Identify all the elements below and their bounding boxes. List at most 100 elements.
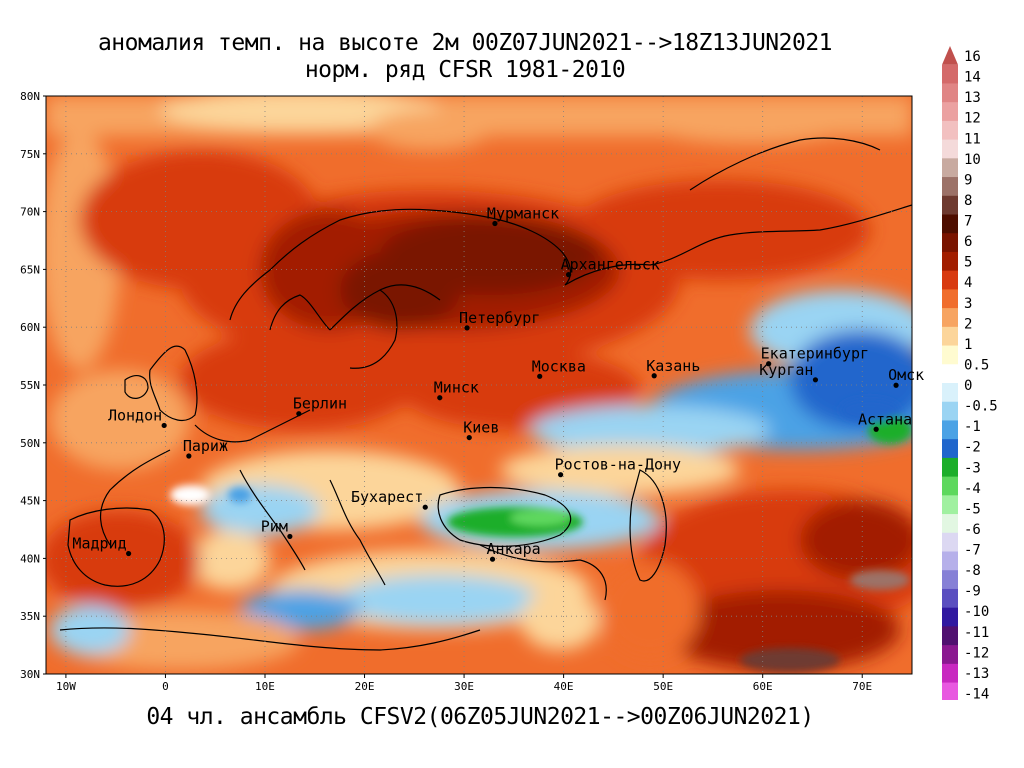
colorbar-swatch — [942, 514, 958, 534]
lat-tick-label: 65N — [20, 263, 40, 276]
city-label: Париж — [183, 437, 228, 455]
city-label: Киев — [463, 419, 499, 437]
lon-tick-label: 40E — [554, 680, 574, 693]
colorbar-swatch — [942, 270, 958, 290]
lat-tick-label: 50N — [20, 437, 40, 450]
colorbar-label: 7 — [964, 214, 972, 230]
anomaly-map: 80N 75N 70N 65N 60N 55N 50N 45N 40N 35N 30N 10W 0 10E… — [20, 46, 998, 700]
colorbar-label: 14 — [964, 70, 981, 86]
colorbar-label: 4 — [964, 275, 972, 291]
colorbar-label: -11 — [964, 625, 989, 641]
lon-tick-label: 60E — [753, 680, 773, 693]
colorbar-label: 12 — [964, 111, 981, 127]
colorbar-swatch — [942, 645, 958, 665]
colorbar-swatch — [942, 532, 958, 552]
city-dot — [873, 426, 879, 432]
city-label: Петербург — [459, 309, 540, 327]
colorbar-swatch — [942, 289, 958, 309]
colorbar-label: 1 — [964, 337, 972, 353]
city-label: Анкара — [487, 540, 541, 558]
colorbar-swatch — [942, 308, 958, 328]
city-dot — [558, 472, 564, 478]
colorbar-swatch — [942, 495, 958, 515]
lat-tick-label: 45N — [20, 495, 40, 508]
colorbar-label: 16 — [964, 49, 981, 65]
colorbar-swatch — [942, 401, 958, 421]
colorbar-label: -8 — [964, 563, 981, 579]
city-dot — [766, 361, 772, 367]
lat-tick-label: 55N — [20, 379, 40, 392]
city-label: Москва — [532, 357, 586, 375]
city-dot — [893, 382, 899, 388]
city-label: Казань — [646, 357, 700, 375]
city-label: Архангельск — [561, 256, 660, 274]
colorbar-swatch — [942, 177, 958, 197]
colorbar-label: -1 — [964, 419, 981, 435]
colorbar-label: 13 — [964, 90, 981, 106]
colorbar-swatch — [942, 83, 958, 103]
city-label: Лондон — [108, 406, 162, 424]
colorbar-label: -10 — [964, 604, 989, 620]
lat-tick-label: 35N — [20, 610, 40, 623]
lon-tick-label: 10W — [56, 680, 76, 693]
lat-tick-label: 75N — [20, 148, 40, 161]
city-label: Омск — [888, 366, 924, 384]
colorbar-label: -5 — [964, 501, 981, 517]
colorbar-label: 3 — [964, 296, 972, 312]
ensemble-caption: 04 чл. ансамбль CFSV2(06Z05JUN2021-->00Z… — [146, 704, 814, 730]
colorbar-label: -2 — [964, 440, 981, 456]
colorbar-swatch — [942, 663, 958, 684]
colorbar-swatch — [942, 383, 958, 403]
colorbar-label: -12 — [964, 645, 989, 661]
city-label: Минск — [434, 379, 479, 397]
map-title-line1: аномалия темп. на высоте 2м 00Z07JUN2021… — [97, 30, 833, 56]
colorbar: 16 14 13 12 11 10 9 8 7 6 5 4 3 2 1 0.5 0 -0.5 -1 -2 -3 -4 -5 -… — [942, 46, 998, 700]
lon-tick-label: 20E — [355, 680, 375, 693]
lon-tick-label: 70E — [852, 680, 872, 693]
colorbar-swatch — [942, 457, 958, 478]
colorbar-label: 0 — [964, 378, 972, 394]
city-dot — [651, 373, 657, 379]
colorbar-swatch — [942, 139, 958, 159]
city-dot — [437, 395, 443, 401]
colorbar-swatch — [942, 158, 958, 178]
city-label: Берлин — [293, 395, 347, 413]
city-label: Ростов-на-Дону — [555, 456, 681, 474]
colorbar-swatch — [942, 439, 958, 459]
city-dot — [186, 453, 192, 459]
colorbar-label: 0.5 — [964, 357, 989, 373]
colorbar-swatch — [942, 588, 958, 609]
colorbar-label: -13 — [964, 666, 989, 682]
colorbar-swatch — [942, 233, 958, 253]
colorbar-label: 5 — [964, 255, 972, 271]
colorbar-label: -9 — [964, 584, 981, 600]
colorbar-label: 2 — [964, 316, 972, 332]
city-dot — [161, 422, 167, 429]
city-label: Астана — [858, 410, 912, 428]
colorbar-swatch — [942, 195, 958, 215]
colorbar-label: -14 — [964, 686, 989, 700]
colorbar-label: -0.5 — [964, 399, 998, 415]
city-label: Курган — [759, 361, 813, 379]
city-label: Мурманск — [487, 205, 559, 223]
colorbar-swatch — [942, 682, 958, 700]
lon-tick-label: 30E — [454, 680, 474, 693]
colorbar-swatch — [942, 420, 958, 440]
city-markers: Мурманск Архангельск Петербург Москва Казань… — [72, 205, 924, 562]
city-label: Мадрид — [72, 535, 126, 553]
city-dot — [296, 411, 302, 417]
colorbar-cap-top — [942, 46, 958, 65]
city-dot — [464, 325, 470, 331]
city-dot — [565, 272, 572, 278]
colorbar-swatch — [942, 364, 958, 384]
city-label: Екатеринбург — [761, 345, 869, 363]
city-dot — [126, 550, 132, 557]
colorbar-label: -4 — [964, 481, 981, 497]
lat-tick-label: 30N — [20, 668, 40, 681]
city-dot — [422, 504, 428, 510]
city-label: Рим — [261, 517, 288, 535]
colorbar-swatch — [942, 251, 958, 272]
colorbar-swatch — [942, 626, 958, 646]
colorbar-swatch — [942, 551, 958, 571]
colorbar-swatch — [942, 326, 958, 347]
